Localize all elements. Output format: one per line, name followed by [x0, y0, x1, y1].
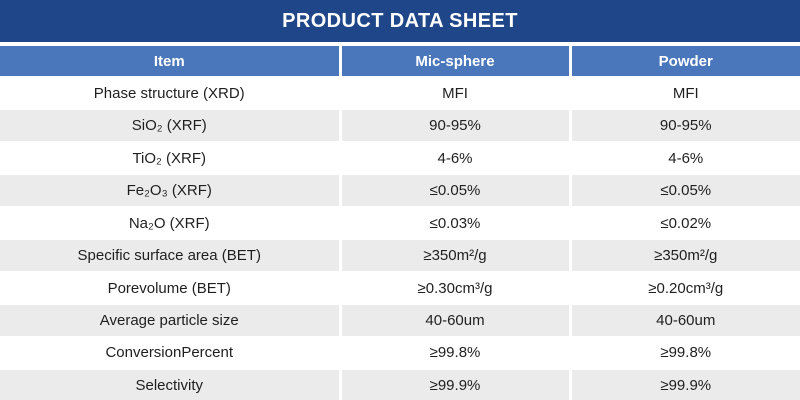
- mic-sphere-cell: MFI: [340, 75, 572, 110]
- product-data-table: Item Mic-sphere Powder Phase structure (…: [0, 46, 800, 400]
- item-cell: Specific surface area (BET): [0, 238, 342, 272]
- powder-cell: ≥0.20cm³/g: [570, 270, 800, 305]
- table-row: Na₂O (XRF) ≤0.03% ≤0.02%: [0, 205, 800, 240]
- item-cell: Average particle size: [0, 303, 342, 337]
- powder-cell: 4-6%: [570, 140, 800, 175]
- column-header-item: Item: [0, 46, 342, 77]
- table-row: Average particle size 40-60um 40-60um: [0, 303, 800, 337]
- powder-cell: MFI: [570, 75, 800, 110]
- item-cell: Na₂O (XRF): [0, 205, 342, 240]
- item-cell: Phase structure (XRD): [0, 75, 342, 110]
- mic-sphere-cell: ≤0.03%: [340, 205, 572, 240]
- item-cell: Selectivity: [0, 368, 342, 400]
- table-row: SiO₂ (XRF) 90-95% 90-95%: [0, 108, 800, 142]
- page-title: PRODUCT DATA SHEET: [0, 0, 800, 42]
- item-cell: TiO₂ (XRF): [0, 140, 342, 175]
- mic-sphere-cell: ≥99.8%: [340, 335, 572, 370]
- table-header-row: Item Mic-sphere Powder: [0, 46, 800, 77]
- column-header-powder: Powder: [570, 46, 800, 77]
- powder-cell: ≤0.02%: [570, 205, 800, 240]
- item-cell: Porevolume (BET): [0, 270, 342, 305]
- column-header-mic-sphere: Mic-sphere: [340, 46, 572, 77]
- powder-cell: ≥99.8%: [570, 335, 800, 370]
- powder-cell: ≥350m²/g: [570, 238, 800, 272]
- powder-cell: 40-60um: [570, 303, 800, 337]
- table-row: Porevolume (BET) ≥0.30cm³/g ≥0.20cm³/g: [0, 270, 800, 305]
- table-row: ConversionPercent ≥99.8% ≥99.8%: [0, 335, 800, 370]
- mic-sphere-cell: ≥99.9%: [340, 368, 572, 400]
- powder-cell: ≤0.05%: [570, 173, 800, 207]
- mic-sphere-cell: 40-60um: [340, 303, 572, 337]
- mic-sphere-cell: ≤0.05%: [340, 173, 572, 207]
- table-row: Selectivity ≥99.9% ≥99.9%: [0, 368, 800, 400]
- table-row: Fe₂O₃ (XRF) ≤0.05% ≤0.05%: [0, 173, 800, 207]
- mic-sphere-cell: 90-95%: [340, 108, 572, 142]
- item-cell: Fe₂O₃ (XRF): [0, 173, 342, 207]
- item-cell: SiO₂ (XRF): [0, 108, 342, 142]
- table-row: Specific surface area (BET) ≥350m²/g ≥35…: [0, 238, 800, 272]
- item-cell: ConversionPercent: [0, 335, 342, 370]
- table-row: TiO₂ (XRF) 4-6% 4-6%: [0, 140, 800, 175]
- mic-sphere-cell: 4-6%: [340, 140, 572, 175]
- mic-sphere-cell: ≥350m²/g: [340, 238, 572, 272]
- table-row: Phase structure (XRD) MFI MFI: [0, 75, 800, 110]
- powder-cell: 90-95%: [570, 108, 800, 142]
- powder-cell: ≥99.9%: [570, 368, 800, 400]
- mic-sphere-cell: ≥0.30cm³/g: [340, 270, 572, 305]
